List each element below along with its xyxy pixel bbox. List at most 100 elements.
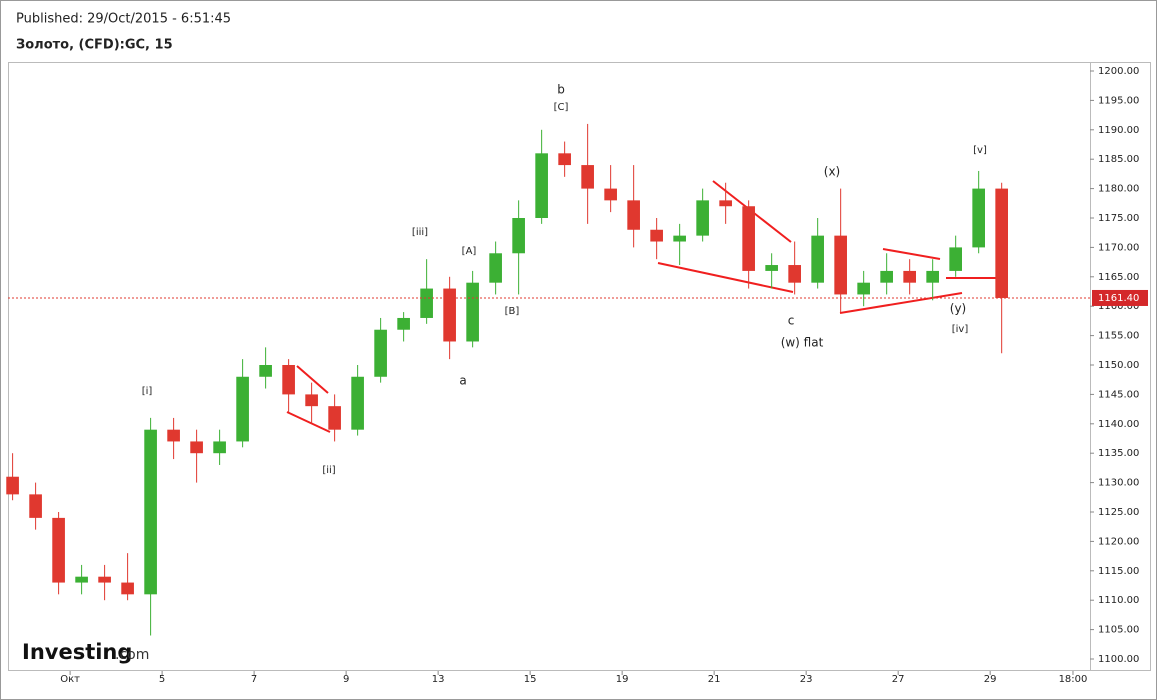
wave-label: [iv]	[952, 324, 969, 335]
candle-body	[29, 494, 42, 518]
candle-body	[696, 200, 709, 236]
wave-label: [ii]	[322, 465, 335, 476]
x-tick-label: 9	[343, 674, 349, 685]
candle-body	[650, 229, 663, 242]
x-tick-label: 29	[984, 674, 997, 685]
y-tick-label: 1125.00	[1098, 507, 1139, 518]
candle-body	[558, 153, 571, 166]
candle-body	[765, 265, 778, 271]
trend-line	[882, 248, 941, 260]
x-tick-label: 5	[159, 674, 165, 685]
y-tick-label: 1105.00	[1098, 625, 1139, 636]
chart-title: Золото, (CFD):GC, 15	[16, 38, 173, 53]
y-tick-label: 1150.00	[1098, 360, 1139, 371]
x-tick-label: 18:00	[1059, 674, 1088, 685]
candle-body	[581, 165, 594, 189]
candle-body	[466, 282, 479, 342]
y-tick-label: 1200.00	[1098, 66, 1139, 77]
last-price-label: 1161.40	[1098, 293, 1139, 304]
candle-body	[144, 429, 157, 595]
x-tick-label: 23	[800, 674, 813, 685]
logo-suffix: .com	[115, 647, 149, 663]
candle-body	[489, 253, 502, 283]
wave-label: b	[557, 83, 565, 97]
candle-body	[926, 270, 939, 283]
candle-body	[213, 441, 226, 454]
candle-body	[98, 576, 111, 583]
candle-body	[811, 235, 824, 283]
y-tick-label: 1130.00	[1098, 478, 1139, 489]
y-tick-label: 1165.00	[1098, 272, 1139, 283]
candle-body	[903, 270, 916, 283]
x-tick-label: Окт	[60, 674, 80, 685]
y-tick-label: 1170.00	[1098, 242, 1139, 253]
y-tick-label: 1175.00	[1098, 213, 1139, 224]
candle-body	[6, 476, 19, 495]
y-tick-label: 1115.00	[1098, 566, 1139, 577]
candle-body	[535, 153, 548, 218]
y-tick-label: 1100.00	[1098, 654, 1139, 665]
candle-body	[742, 206, 755, 271]
candle-body	[512, 217, 525, 254]
wave-label: c	[788, 314, 795, 328]
y-tick-label: 1155.00	[1098, 331, 1139, 342]
candle-body	[259, 365, 272, 377]
candle-body	[75, 576, 88, 583]
trend-line	[657, 262, 794, 293]
wave-label: [A]	[462, 246, 477, 257]
candle-body	[328, 406, 341, 430]
x-tick-label: 7	[251, 674, 257, 685]
candle-body	[880, 270, 893, 283]
candle-body	[949, 247, 962, 271]
wave-label: (y)	[950, 302, 966, 316]
wave-label: [v]	[973, 145, 987, 156]
candle-body	[351, 376, 364, 430]
wave-label: [B]	[505, 306, 520, 317]
y-tick-label: 1195.00	[1098, 95, 1139, 106]
trend-line	[296, 365, 329, 394]
candle-body	[167, 429, 180, 442]
wave-label: [i]	[142, 386, 153, 397]
candle-body	[857, 282, 870, 295]
y-tick-label: 1190.00	[1098, 125, 1139, 136]
logo-name: Investing	[22, 640, 132, 664]
candle-body	[972, 188, 985, 248]
candle-body	[190, 441, 203, 454]
candles	[6, 123, 1008, 636]
x-tick-label: 21	[708, 674, 721, 685]
candle-body	[627, 200, 640, 230]
x-tick-label: 13	[432, 674, 445, 685]
candle-body	[604, 188, 617, 201]
x-tick-label: 19	[616, 674, 629, 685]
candle-body	[236, 376, 249, 442]
x-tick-label: 27	[892, 674, 905, 685]
candle-body	[397, 317, 410, 330]
candle-body	[420, 288, 433, 318]
logo: Investing .com	[22, 640, 149, 664]
candle-body	[719, 200, 732, 207]
candle-body	[121, 582, 134, 595]
wave-label: [iii]	[412, 227, 428, 238]
x-tick-label: 15	[524, 674, 537, 685]
trend-line	[839, 292, 963, 314]
wave-label: (x)	[824, 165, 840, 179]
trend-line	[286, 411, 331, 433]
candle-body	[282, 365, 295, 395]
plot-frame	[8, 62, 1151, 671]
y-tick-label: 1140.00	[1098, 419, 1139, 430]
y-tick-label: 1110.00	[1098, 595, 1139, 606]
wave-label: (w) flat	[781, 336, 824, 350]
y-tick-label: 1160.00	[1098, 301, 1139, 312]
y-tick-label: 1135.00	[1098, 448, 1139, 459]
candle-body	[834, 235, 847, 295]
candle-body	[305, 394, 318, 407]
wave-label: a	[459, 374, 466, 388]
candle-body	[443, 288, 456, 342]
published: Published: 29/Oct/2015 - 6:51:45	[16, 12, 231, 27]
candle-body	[673, 235, 686, 242]
last-price-box	[1092, 289, 1148, 306]
wave-label: [C]	[554, 102, 569, 113]
